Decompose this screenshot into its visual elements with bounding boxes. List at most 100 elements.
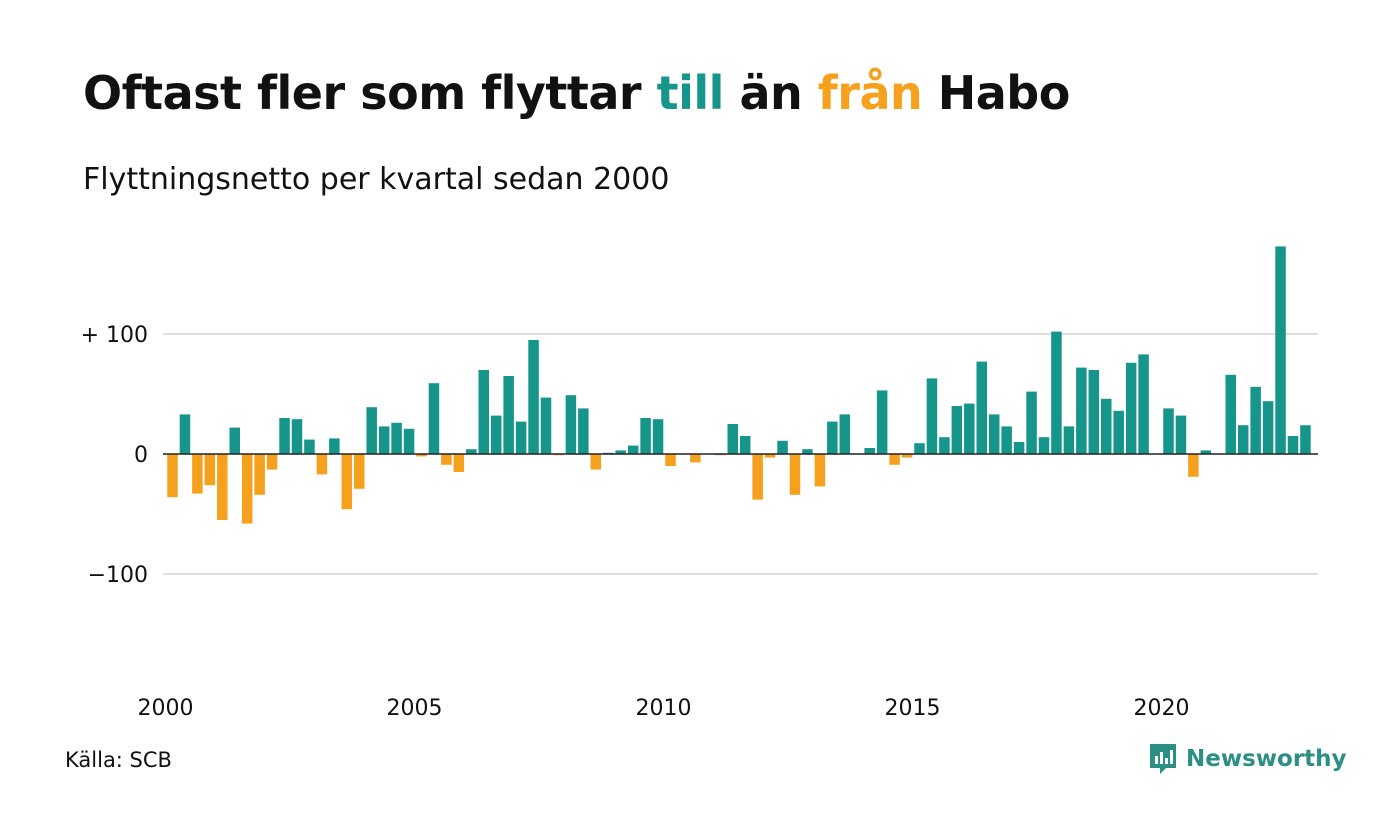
y-tick-label: 0 bbox=[134, 443, 148, 468]
bar bbox=[1300, 425, 1311, 454]
bar bbox=[789, 454, 801, 495]
bar bbox=[764, 454, 776, 458]
bar bbox=[652, 419, 664, 454]
bar bbox=[578, 408, 589, 454]
bar bbox=[254, 454, 265, 495]
bar bbox=[316, 454, 328, 475]
title-part-1: Oftast fler som flyttar bbox=[83, 66, 642, 120]
bar bbox=[1013, 442, 1025, 454]
bar bbox=[690, 454, 701, 463]
title-fran-highlight: från bbox=[817, 66, 923, 120]
bar bbox=[1275, 246, 1286, 454]
bar bbox=[179, 414, 191, 454]
bar bbox=[939, 437, 950, 454]
bar bbox=[403, 428, 415, 454]
bar bbox=[466, 449, 477, 454]
bar bbox=[1175, 415, 1187, 454]
bar bbox=[503, 376, 514, 454]
bar bbox=[640, 418, 651, 454]
bar bbox=[876, 390, 888, 454]
chart-subtitle: Flyttningsnetto per kvartal sedan 2000 bbox=[83, 162, 670, 197]
bar bbox=[1262, 401, 1274, 454]
bar bbox=[1051, 331, 1062, 454]
bar bbox=[490, 415, 502, 454]
bar bbox=[864, 448, 875, 454]
bar bbox=[241, 454, 253, 524]
bar bbox=[1101, 398, 1112, 454]
bar bbox=[1188, 454, 1199, 477]
bar bbox=[416, 454, 427, 457]
bar bbox=[914, 443, 925, 454]
bar bbox=[777, 440, 788, 454]
bar bbox=[839, 414, 851, 454]
title-till-highlight: till bbox=[656, 66, 725, 120]
bar bbox=[391, 422, 402, 454]
brand-logo: Newsworthy bbox=[1148, 742, 1347, 776]
bar bbox=[378, 426, 390, 454]
bar bbox=[528, 340, 539, 454]
bar bbox=[1038, 437, 1050, 454]
bar bbox=[964, 403, 975, 454]
bar bbox=[889, 454, 900, 465]
bar bbox=[192, 454, 203, 494]
bar bbox=[926, 378, 938, 454]
y-tick-label: + 100 bbox=[81, 323, 148, 348]
bar bbox=[1163, 408, 1174, 454]
bar bbox=[428, 383, 440, 454]
bar bbox=[1225, 374, 1236, 454]
bar bbox=[1237, 425, 1249, 454]
bar bbox=[665, 454, 676, 466]
bar bbox=[901, 454, 913, 458]
x-tick-label: 2020 bbox=[1134, 696, 1190, 721]
bar bbox=[1026, 391, 1037, 454]
x-tick-label: 2005 bbox=[387, 696, 443, 721]
x-tick-label: 2000 bbox=[138, 696, 194, 721]
bar bbox=[1113, 410, 1124, 454]
bar bbox=[565, 395, 577, 454]
bar bbox=[1250, 386, 1261, 454]
bar bbox=[167, 454, 178, 498]
bar bbox=[988, 414, 1000, 454]
grid-lines bbox=[163, 333, 1318, 575]
bar bbox=[229, 427, 240, 454]
bar bbox=[1001, 426, 1012, 454]
bar bbox=[217, 454, 228, 520]
bar bbox=[1138, 354, 1149, 454]
bar bbox=[540, 397, 552, 454]
bar bbox=[615, 450, 626, 454]
bar bbox=[802, 449, 813, 454]
bar bbox=[739, 436, 751, 454]
bar bbox=[515, 421, 527, 454]
bar bbox=[1088, 370, 1100, 454]
source-note: Källa: SCB bbox=[65, 748, 172, 772]
bar bbox=[441, 454, 452, 465]
x-tick-label: 2015 bbox=[885, 696, 941, 721]
title-end: Habo bbox=[937, 66, 1071, 120]
bar bbox=[1200, 450, 1212, 454]
bar bbox=[951, 406, 963, 454]
bar bbox=[204, 454, 216, 486]
tick-labels: + 100 0 −100 2000 2005 2010 2015 2020 bbox=[81, 323, 1190, 721]
title-mid: än bbox=[739, 66, 803, 120]
bar bbox=[354, 454, 365, 489]
y-tick-label: −100 bbox=[88, 563, 148, 588]
bar bbox=[1287, 436, 1299, 454]
brand-name: Newsworthy bbox=[1186, 746, 1347, 772]
bar bbox=[627, 445, 639, 454]
bar bbox=[590, 454, 602, 470]
bar bbox=[976, 361, 987, 454]
newsworthy-logo-icon bbox=[1150, 744, 1176, 774]
bar bbox=[266, 454, 278, 470]
bar bbox=[827, 421, 838, 454]
bar bbox=[814, 454, 826, 487]
bar bbox=[291, 419, 303, 454]
bar bbox=[329, 438, 340, 454]
bar bbox=[1125, 362, 1137, 454]
bar bbox=[1063, 426, 1075, 454]
x-tick-label: 2010 bbox=[636, 696, 692, 721]
bar bbox=[341, 454, 353, 510]
bars bbox=[167, 246, 1311, 524]
bar bbox=[478, 370, 489, 454]
bar bbox=[304, 439, 315, 454]
